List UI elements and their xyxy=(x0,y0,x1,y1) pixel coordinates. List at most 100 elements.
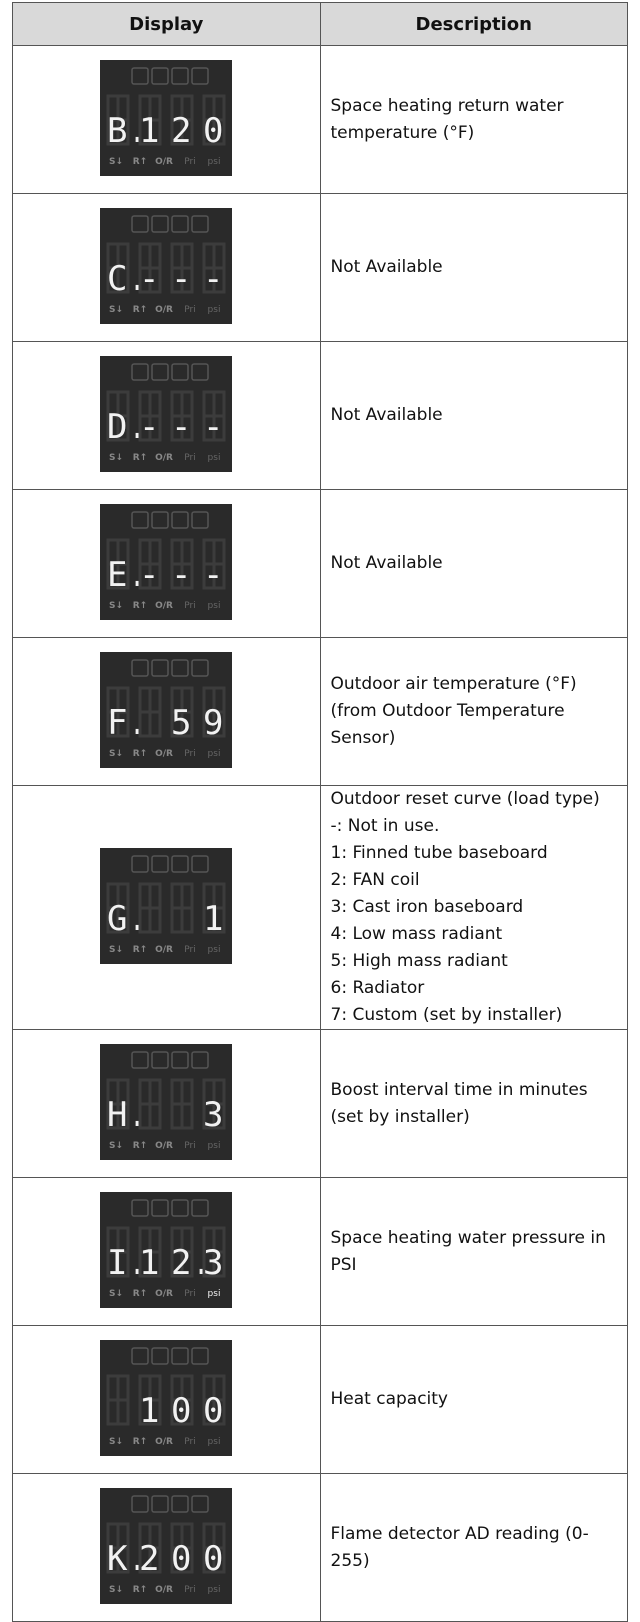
lcd-display: F. 5 9S↓ R↑ O/R Pri psi xyxy=(100,651,233,768)
dim-segments xyxy=(170,1374,194,1425)
lcd-icon xyxy=(151,362,169,381)
lcd-indicator: Pri xyxy=(185,1437,196,1447)
lcd-indicator: psi xyxy=(208,945,221,955)
description-cell: Flame detector AD reading (0-255) xyxy=(319,1473,628,1622)
lcd-character: 1 xyxy=(139,1391,159,1431)
lcd-icon xyxy=(131,658,149,677)
lcd-indicator: O/R xyxy=(155,945,173,955)
display-cell: I. 1 2. 3 S↓ R↑ O/R Pri psi xyxy=(12,1177,321,1326)
lcd-indicator: S↓ xyxy=(109,1437,123,1447)
lcd-character: - xyxy=(139,555,159,595)
lcd-icon xyxy=(131,1050,149,1069)
lcd-icon xyxy=(171,66,189,85)
display-cell: D. - - - S↓ R↑ O/R Pri psi xyxy=(12,341,321,490)
table-row: K. 2 0 0 S↓ R↑ O/R Pri psi Flame detector AD read… xyxy=(12,1473,628,1622)
lcd-indicator: R↑ xyxy=(133,305,147,315)
lcd-background xyxy=(100,59,233,176)
description-line: 6: Radiator xyxy=(330,978,425,998)
lcd-character: - xyxy=(203,555,223,595)
table-row: I. 1 2. 3 S↓ R↑ O/R Pri psi Space heating water p… xyxy=(12,1177,628,1326)
lcd-indicator: psi xyxy=(208,1585,221,1595)
description-line: Outdoor reset curve (load type) xyxy=(330,789,600,809)
description-cell: Heat capacity xyxy=(319,1325,628,1474)
lcd-indicator: psi xyxy=(208,749,221,759)
description-line: Boost interval time in minutes (set by i… xyxy=(330,1079,588,1127)
table-row: B. 1 2 0 S↓ R↑ O/R Pri psi Space heating return w… xyxy=(12,45,628,194)
table-row: E. - - - S↓ R↑ O/R Pri psi Not Available xyxy=(12,489,628,638)
description-line: Heat capacity xyxy=(330,1389,449,1409)
dim-segments xyxy=(138,94,162,145)
dim-segments xyxy=(106,882,130,933)
description-cell: Space heating water pressure in PSI xyxy=(319,1177,628,1326)
lcd-character: 3 xyxy=(203,1095,223,1135)
lcd-icon xyxy=(151,854,169,873)
lcd-display: B.1 2 0S↓ R↑ O/R Pri psi xyxy=(100,59,233,176)
lcd-icon xyxy=(191,1050,209,1069)
header-display: Display xyxy=(12,2,321,46)
description-line: 4: Low mass radiant xyxy=(330,924,503,944)
lcd-icon xyxy=(171,1050,189,1069)
lcd-indicator: O/R xyxy=(155,1141,173,1151)
table-row: G. 1 S↓ R↑ O/R Pri psi Outdoor reset curve (loa… xyxy=(12,785,628,1030)
lcd-character: 0 xyxy=(203,1539,223,1579)
lcd-background xyxy=(100,847,233,964)
lcd-indicator: S↓ xyxy=(109,305,123,315)
lcd-icon xyxy=(191,658,209,677)
lcd-background xyxy=(100,207,233,324)
display-cell: 1 0 0 S↓ R↑ O/R Pri psi xyxy=(12,1325,321,1474)
dim-segments xyxy=(170,686,194,737)
lcd-icon xyxy=(171,510,189,529)
lcd-indicator: R↑ xyxy=(133,1437,147,1447)
lcd-character: 2 xyxy=(171,111,191,151)
lcd-indicator: Pri xyxy=(185,453,196,463)
lcd-indicator: S↓ xyxy=(109,749,123,759)
lcd-indicator: O/R xyxy=(155,453,173,463)
dim-segments xyxy=(138,1226,162,1277)
lcd-indicator: O/R xyxy=(155,157,173,167)
dim-segments xyxy=(138,686,162,737)
lcd-indicator: Pri xyxy=(185,1585,196,1595)
lcd-indicator: Pri xyxy=(185,1141,196,1151)
dim-segments xyxy=(202,1226,226,1277)
lcd-icon xyxy=(171,1494,189,1513)
dim-segments xyxy=(138,390,162,441)
lcd-character: - xyxy=(203,259,223,299)
display-cell: B. 1 2 0 S↓ R↑ O/R Pri psi xyxy=(12,45,321,194)
display-cell: C. - - - S↓ R↑ O/R Pri psi xyxy=(12,193,321,342)
lcd-icon xyxy=(171,854,189,873)
dim-segments xyxy=(138,1522,162,1573)
lcd-indicator: psi xyxy=(208,157,221,167)
lcd-indicator: R↑ xyxy=(133,453,147,463)
lcd-icon xyxy=(171,214,189,233)
lcd-icon xyxy=(191,66,209,85)
dim-segments xyxy=(202,390,226,441)
lcd-indicator: Pri xyxy=(185,945,196,955)
dim-segments xyxy=(170,1226,194,1277)
lcd-icon xyxy=(151,1050,169,1069)
lcd-icon xyxy=(131,66,149,85)
dim-segments xyxy=(138,242,162,293)
dim-segments xyxy=(106,538,130,589)
description-line: Space heating water pressure in PSI xyxy=(330,1227,606,1275)
dim-segments xyxy=(202,538,226,589)
lcd-icon xyxy=(191,214,209,233)
dim-segments xyxy=(138,1078,162,1129)
dim-segments xyxy=(170,390,194,441)
dim-segments xyxy=(170,94,194,145)
description-cell: Outdoor reset curve (load type) -: Not in… xyxy=(319,785,628,1030)
lcd-icon xyxy=(191,1494,209,1513)
dim-segments xyxy=(202,1374,226,1425)
dim-segments xyxy=(138,1374,162,1425)
lcd-icon xyxy=(151,1494,169,1513)
lcd-character: - xyxy=(139,407,159,447)
lcd-display: G. 1S↓ R↑ O/R Pri psi xyxy=(100,847,233,964)
lcd-icon xyxy=(151,658,169,677)
lcd-indicator: psi xyxy=(208,305,221,315)
lcd-indicator: Pri xyxy=(185,305,196,315)
description-line: 3: Cast iron baseboard xyxy=(330,897,524,917)
lcd-indicator: R↑ xyxy=(133,945,147,955)
table-row: F. 5 9 S↓ R↑ O/R Pri psi Outdoor air temperature… xyxy=(12,637,628,786)
lcd-character: 1 xyxy=(203,899,223,939)
lcd-icon xyxy=(191,362,209,381)
